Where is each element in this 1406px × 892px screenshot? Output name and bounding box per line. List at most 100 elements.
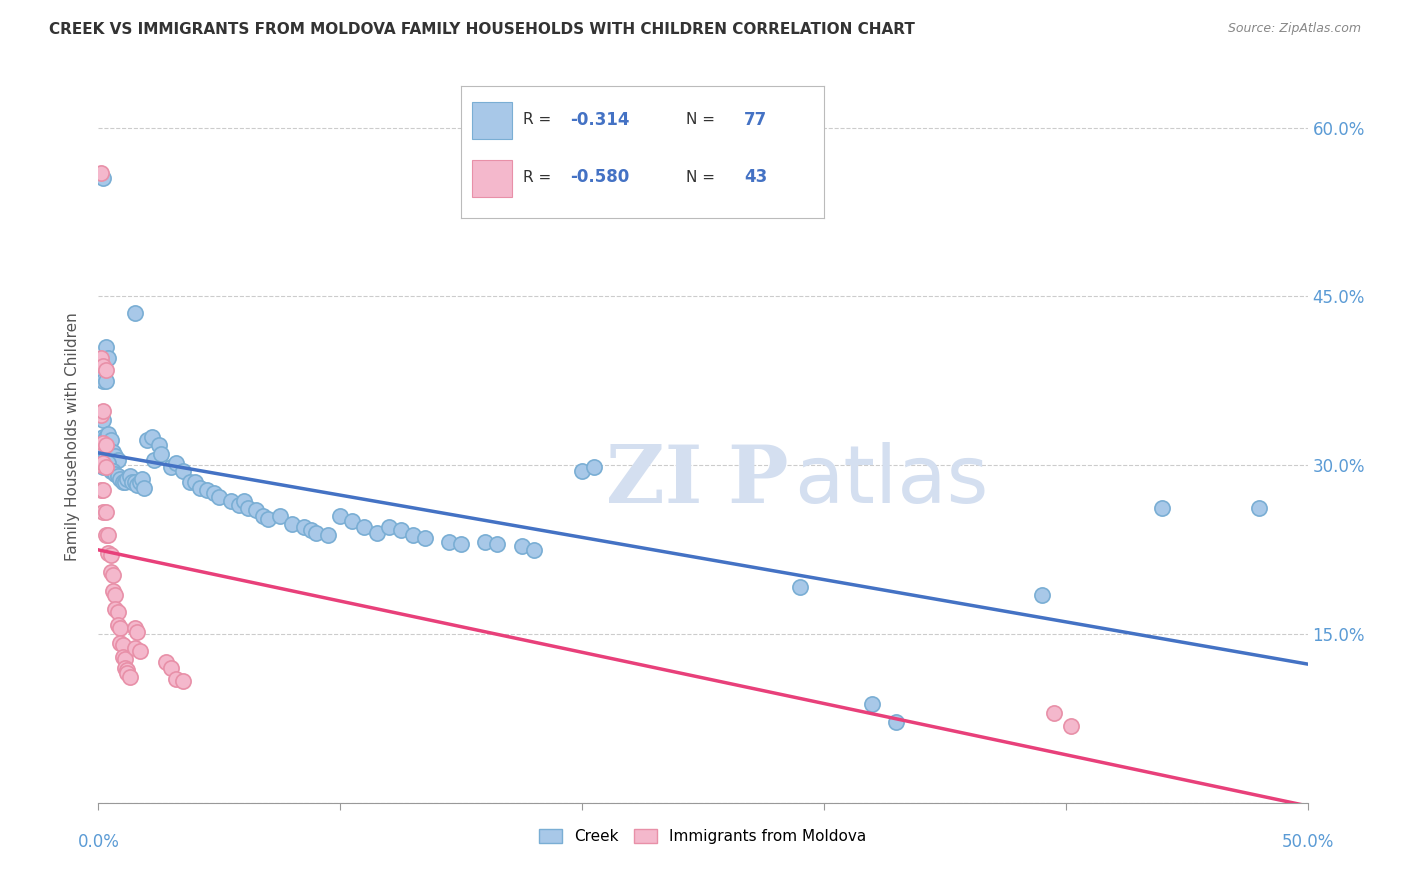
Point [1059, 719, 1081, 733]
Text: 50.0%: 50.0% [1281, 833, 1334, 851]
Point [97, 426, 120, 441]
Point [101, 444, 124, 458]
Point [91, 435, 114, 450]
Point [107, 618, 129, 632]
Point [94, 374, 117, 388]
Point [1042, 706, 1064, 720]
Point [94, 340, 117, 354]
Point [94, 528, 117, 542]
Point [256, 512, 278, 526]
Point [100, 548, 122, 562]
Point [188, 481, 211, 495]
Point [91, 413, 114, 427]
Point [91, 430, 114, 444]
Point [111, 638, 134, 652]
Point [108, 636, 131, 650]
Point [104, 588, 127, 602]
Point [117, 666, 139, 681]
Point [450, 537, 472, 551]
Point [91, 506, 114, 520]
Point [402, 528, 425, 542]
Point [104, 602, 127, 616]
Point [117, 663, 139, 677]
Point [91, 171, 114, 186]
Point [117, 472, 139, 486]
Point [571, 464, 593, 478]
Point [114, 661, 136, 675]
Point [292, 520, 315, 534]
Point [90, 351, 112, 366]
Point [228, 498, 250, 512]
Text: Source: ZipAtlas.com: Source: ZipAtlas.com [1227, 22, 1361, 36]
Point [245, 503, 267, 517]
Point [108, 621, 131, 635]
Text: ZI: ZI [606, 442, 703, 520]
Point [208, 490, 231, 504]
Point [97, 528, 120, 542]
Point [179, 475, 201, 489]
Point [94, 460, 117, 475]
Point [377, 520, 399, 534]
Point [90, 408, 112, 422]
Y-axis label: Family Households with Children: Family Households with Children [65, 313, 80, 561]
Point [232, 494, 254, 508]
Point [143, 452, 166, 467]
Text: 0.0%: 0.0% [77, 833, 120, 851]
Point [165, 456, 187, 470]
Text: atlas: atlas [793, 442, 988, 520]
Point [107, 469, 129, 483]
Point [97, 351, 120, 366]
Point [124, 621, 146, 635]
Point [94, 438, 117, 452]
Point [101, 584, 124, 599]
Point [97, 546, 120, 560]
Point [353, 520, 375, 534]
Point [269, 508, 291, 523]
Text: CREEK VS IMMIGRANTS FROM MOLDOVA FAMILY HOUSEHOLDS WITH CHILDREN CORRELATION CHA: CREEK VS IMMIGRANTS FROM MOLDOVA FAMILY … [49, 22, 915, 37]
Point [121, 475, 143, 489]
Point [155, 655, 177, 669]
Point [108, 472, 131, 486]
Point [148, 438, 170, 452]
Point [305, 525, 328, 540]
Point [789, 580, 811, 594]
Point [252, 508, 274, 523]
Point [127, 624, 149, 639]
Point [94, 506, 117, 520]
Point [316, 528, 339, 542]
Point [413, 532, 436, 546]
Point [91, 447, 114, 461]
Point [131, 472, 153, 486]
Point [172, 674, 194, 689]
Point [1152, 500, 1174, 515]
Point [94, 362, 117, 376]
Point [90, 458, 112, 473]
Point [124, 475, 146, 489]
Point [238, 500, 260, 515]
Point [195, 483, 218, 497]
Point [91, 483, 114, 497]
Point [91, 460, 114, 475]
Point [523, 542, 546, 557]
Point [221, 494, 243, 508]
Point [134, 481, 156, 495]
Point [204, 486, 226, 500]
Point [114, 475, 136, 489]
Point [184, 475, 207, 489]
Point [128, 475, 150, 489]
Point [90, 362, 112, 376]
Point [100, 464, 122, 478]
Legend: Creek, Immigrants from Moldova: Creek, Immigrants from Moldova [533, 822, 873, 850]
Point [100, 447, 122, 461]
Point [107, 452, 129, 467]
Point [299, 524, 322, 538]
Point [389, 524, 412, 538]
Point [366, 525, 388, 540]
Point [510, 539, 533, 553]
Point [91, 404, 114, 418]
Point [100, 434, 122, 448]
Point [101, 568, 124, 582]
Text: P: P [727, 442, 787, 520]
Point [118, 469, 141, 483]
Point [90, 458, 112, 473]
